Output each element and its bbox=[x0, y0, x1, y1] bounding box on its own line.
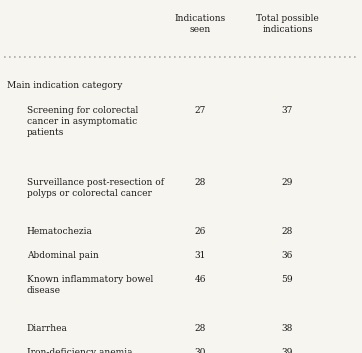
Text: Main indication category: Main indication category bbox=[7, 82, 123, 90]
Text: Screening for colorectal
cancer in asymptomatic
patients: Screening for colorectal cancer in asymp… bbox=[27, 106, 138, 137]
Text: 28: 28 bbox=[195, 178, 206, 187]
Text: 27: 27 bbox=[195, 106, 206, 115]
Text: Iron-deficiency anemia: Iron-deficiency anemia bbox=[27, 348, 132, 353]
Text: 30: 30 bbox=[195, 348, 206, 353]
Text: 28: 28 bbox=[282, 227, 293, 236]
Text: 29: 29 bbox=[282, 178, 293, 187]
Text: 26: 26 bbox=[195, 227, 206, 236]
Text: 31: 31 bbox=[195, 251, 206, 260]
Text: Diarrhea: Diarrhea bbox=[27, 323, 68, 333]
Text: 38: 38 bbox=[282, 323, 293, 333]
Text: 39: 39 bbox=[282, 348, 293, 353]
Text: Abdominal pain: Abdominal pain bbox=[27, 251, 98, 260]
Text: Hematochezia: Hematochezia bbox=[27, 227, 93, 236]
Text: 36: 36 bbox=[282, 251, 293, 260]
Text: 28: 28 bbox=[195, 323, 206, 333]
Text: Surveillance post-resection of
polyps or colorectal cancer: Surveillance post-resection of polyps or… bbox=[27, 178, 164, 198]
Text: Indications
seen: Indications seen bbox=[175, 14, 226, 34]
Text: 46: 46 bbox=[195, 275, 206, 284]
Text: Total possible
indications: Total possible indications bbox=[256, 14, 319, 34]
Text: Known inflammatory bowel
disease: Known inflammatory bowel disease bbox=[27, 275, 153, 295]
Text: 59: 59 bbox=[282, 275, 293, 284]
Text: 37: 37 bbox=[282, 106, 293, 115]
